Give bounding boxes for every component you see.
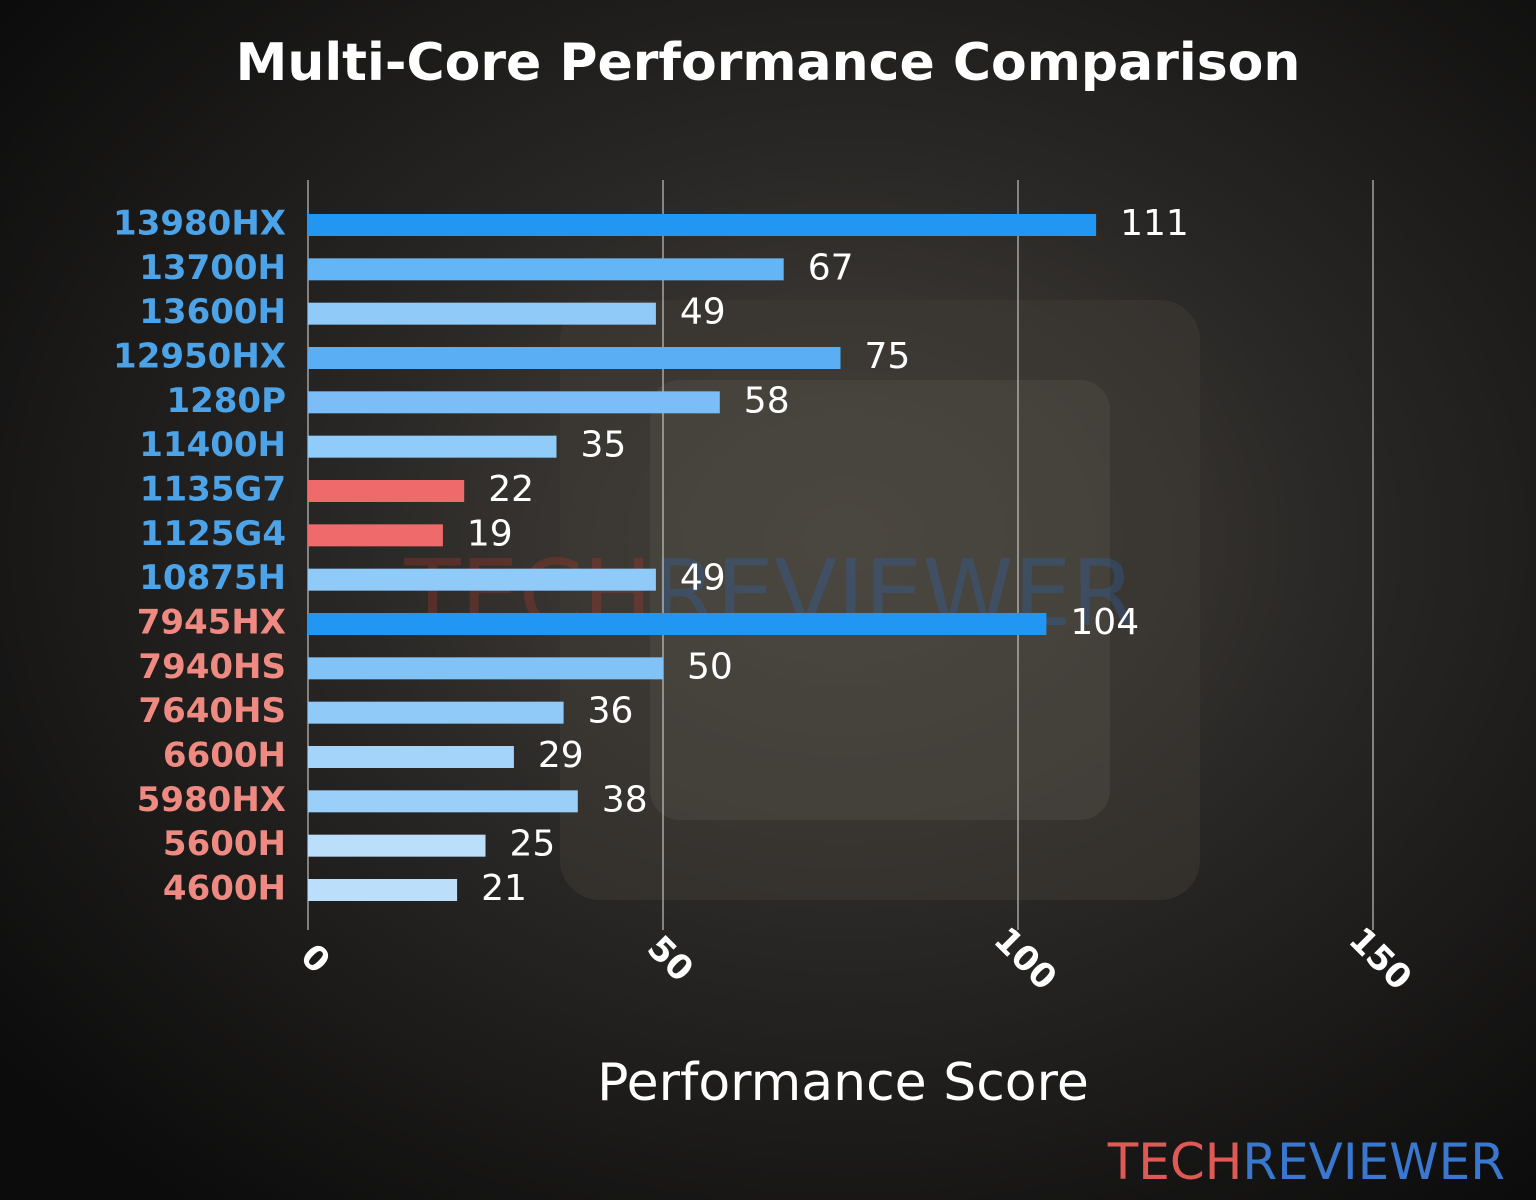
bar [308,701,564,724]
y-tick-label: 13700H [139,248,286,288]
value-label: 22 [488,469,534,510]
y-tick-label: 7640HS [138,691,286,731]
value-label: 49 [680,292,726,333]
value-label: 19 [467,513,513,554]
y-tick-label: 1280P [166,381,286,421]
y-tick-label: 7945HX [137,603,286,643]
y-tick-label: 6600H [163,736,286,776]
bar [308,613,1047,635]
value-label: 111 [1120,203,1189,244]
y-tick-label: 11400H [139,425,286,465]
value-label: 36 [588,691,634,732]
x-axis-title: Performance Score [597,1053,1089,1113]
bar [308,480,465,502]
value-label: 67 [808,247,854,288]
value-label: 58 [744,380,790,421]
y-tick-label: 5980HX [137,780,286,820]
y-tick-label: 1135G7 [140,470,286,510]
value-label: 49 [680,558,726,599]
logo-part: REVIEWER [1242,1133,1505,1191]
y-tick-label: 4600H [163,869,286,909]
y-tick-label: 1125G4 [140,514,286,554]
value-label: 75 [865,336,911,377]
bar [308,879,458,901]
bar [308,347,841,369]
bar [308,524,443,547]
bar [308,258,784,281]
bar [308,435,557,458]
background-chip-core [650,380,1110,820]
bar [308,214,1097,236]
y-tick-label: 7940HS [138,647,286,687]
value-label: 50 [687,646,733,687]
value-label: 29 [538,735,584,776]
bar [308,790,578,813]
bar [308,746,514,768]
logo: TECHREVIEWER [1107,1133,1505,1191]
background-chip [560,300,1200,900]
y-tick-label: 12950HX [113,337,286,377]
bar [308,834,486,857]
bar [308,568,656,591]
y-tick-label: 13980HX [113,204,286,244]
y-tick-label: 13600H [139,292,286,332]
y-tick-label: 5600H [163,824,286,864]
bar [308,302,656,325]
chart-title: Multi-Core Performance Comparison [236,33,1301,93]
value-label: 21 [481,868,527,909]
bar [308,391,720,414]
value-label: 38 [602,779,648,820]
value-label: 104 [1070,602,1139,643]
bar [308,657,663,680]
y-tick-label: 10875H [139,558,286,598]
value-label: 25 [510,824,556,865]
value-label: 35 [581,425,627,466]
logo-part: TECH [1107,1133,1243,1191]
